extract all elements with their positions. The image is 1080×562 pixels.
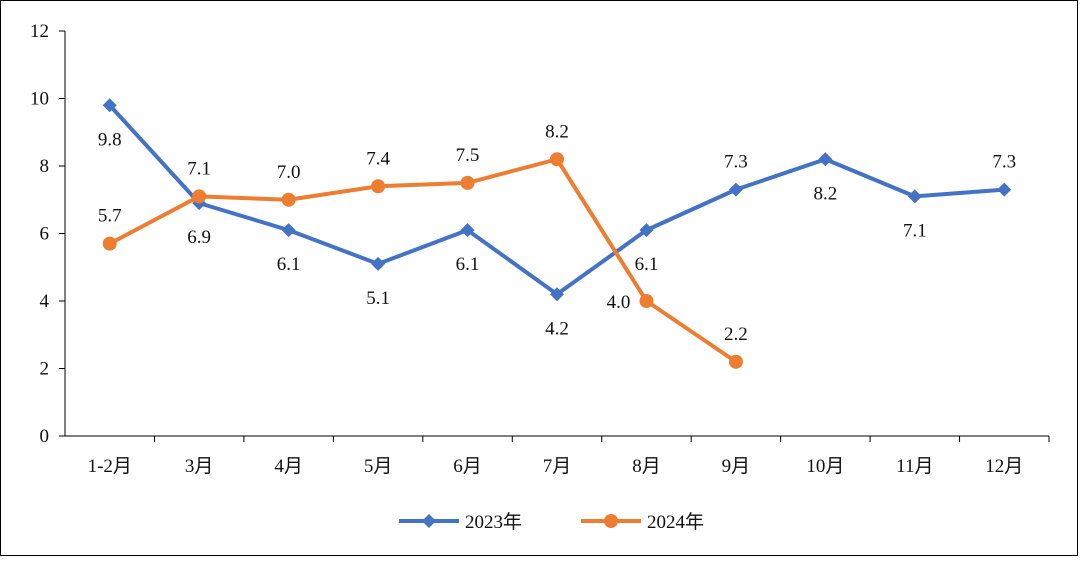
series-line-2024年 [108,157,738,364]
legend: 2023年 2024年 [399,511,704,533]
data-label: 6.1 [277,254,301,275]
data-point [371,256,386,271]
x-tick-label: 4月 [274,456,303,477]
data-point [907,189,922,204]
data-label: 6.9 [187,227,211,248]
x-axis-ticks: 1-2月 3月 4月 5月 6月 7月 8月 9月 10月 11月 12月 [88,436,1050,477]
data-point [818,152,833,167]
y-tick-label: 4 [40,291,50,312]
data-label: 5.1 [366,288,390,309]
data-label: 4.0 [607,292,631,313]
data-point [728,182,743,197]
data-point [997,182,1012,197]
data-point [102,236,117,251]
data-label: 7.5 [456,145,480,166]
data-point [102,98,117,113]
data-label: 7.3 [992,152,1016,173]
data-point [639,294,654,308]
data-label: 6.1 [635,254,659,275]
legend-label: 2024年 [647,511,704,533]
x-tick-label: 7月 [543,456,572,477]
y-tick-label: 8 [40,156,50,177]
data-label: 6.1 [456,254,480,275]
x-tick-label: 8月 [632,456,661,477]
x-tick-label: 6月 [453,456,482,477]
data-point [639,223,654,238]
axes [64,31,1049,437]
data-label: 8.2 [545,121,569,142]
x-tick-label: 5月 [364,456,393,477]
data-point [550,152,564,167]
x-tick-label: 3月 [185,456,214,477]
data-label: 5.7 [98,206,122,227]
series-layer [102,98,1012,369]
x-tick-label: 1-2月 [88,456,132,477]
data-point [550,287,564,302]
data-label: 4.2 [545,318,569,339]
data-point [460,223,475,238]
data-label: 7.1 [903,220,927,241]
y-tick-label: 6 [40,224,50,245]
x-tick-label: 10月 [806,456,844,477]
y-tick-label: 0 [40,426,50,447]
data-label: 7.3 [724,152,748,173]
x-tick-label: 9月 [722,456,751,477]
y-tick-label: 10 [30,89,49,110]
x-tick-label: 11月 [896,456,933,477]
data-point [371,179,386,194]
data-point [728,354,743,369]
data-label: 7.1 [187,158,211,179]
data-label: 2.2 [724,324,748,345]
data-point [281,223,296,238]
data-label: 7.4 [366,148,390,169]
y-tick-label: 2 [40,359,50,380]
legend-marker [604,514,618,528]
legend-label: 2023年 [465,511,522,533]
data-labels: 9.8 6.9 6.1 5.1 6.1 4.2 6.1 7.3 8.2 7.1 7.3 5.7 7.1 7… [98,121,1016,345]
data-point [460,175,475,190]
y-tick-label: 12 [30,21,49,42]
data-point [281,192,296,207]
data-point [192,189,207,204]
data-label: 9.8 [98,129,122,150]
y-axis-ticks: 0 2 4 6 8 10 12 [30,21,65,447]
x-tick-label: 12月 [985,456,1023,477]
data-label: 8.2 [813,183,837,204]
data-label: 7.0 [277,162,301,183]
legend-marker [422,514,436,528]
